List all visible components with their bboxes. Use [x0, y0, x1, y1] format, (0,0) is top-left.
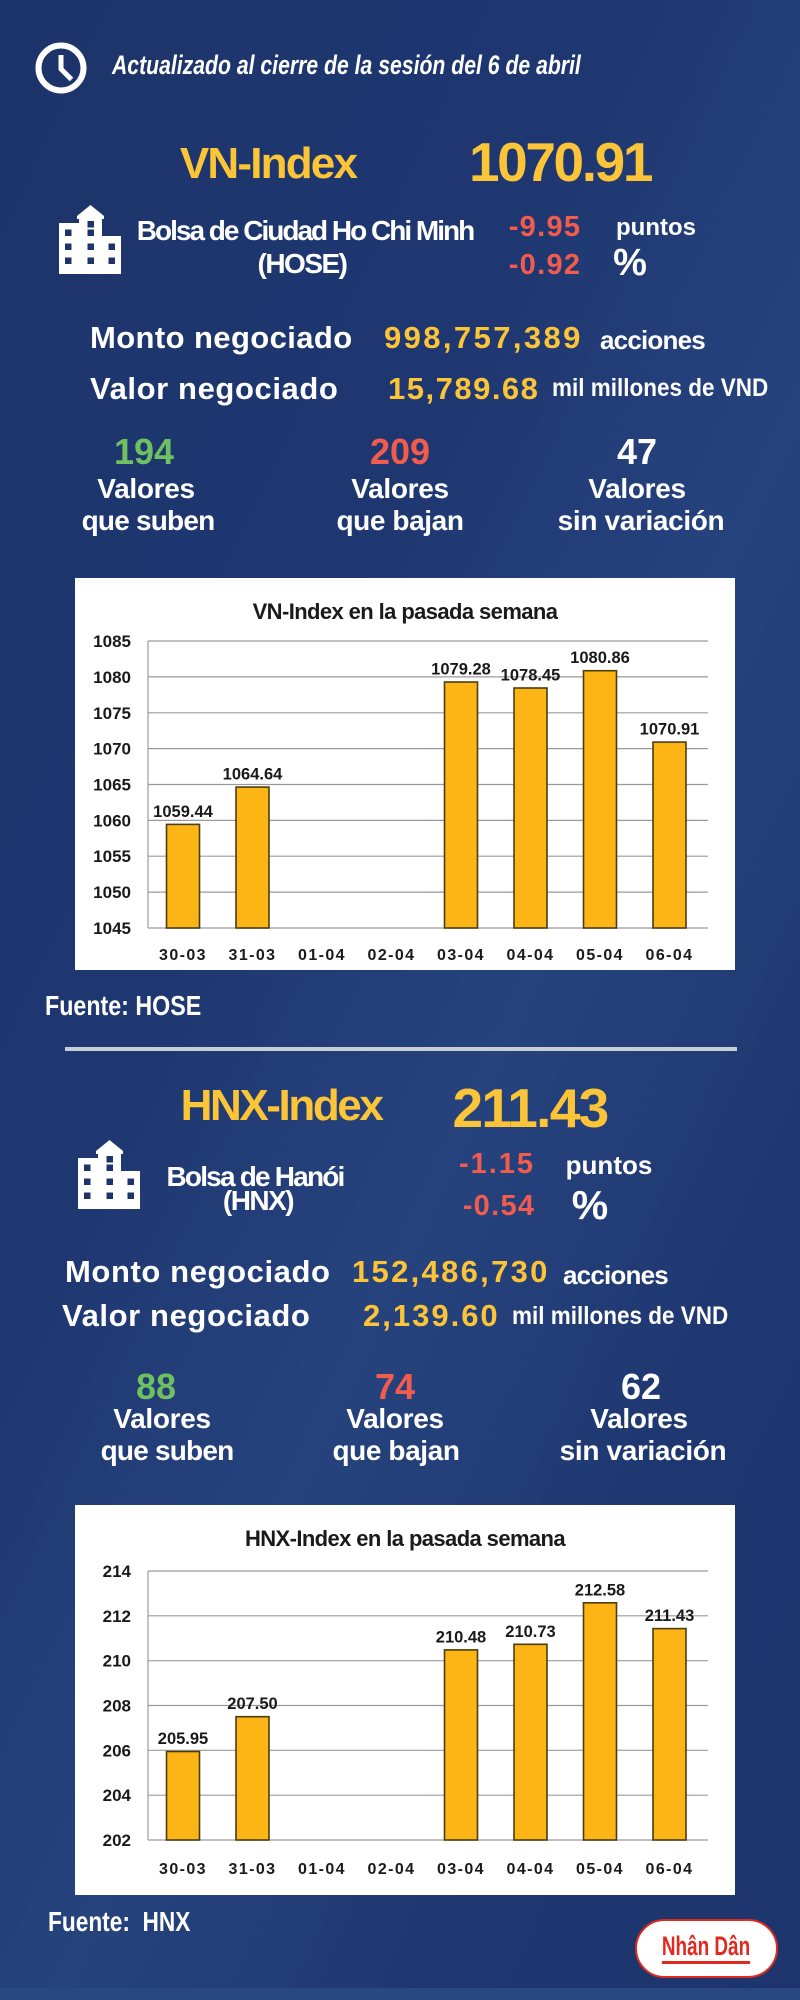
svg-text:210: 210: [103, 1652, 131, 1671]
svg-text:205.95: 205.95: [158, 1730, 208, 1748]
svg-text:207.50: 207.50: [227, 1695, 277, 1713]
svg-text:210.48: 210.48: [436, 1628, 486, 1646]
svg-text:02-04: 02-04: [368, 947, 416, 964]
svg-text:202: 202: [103, 1831, 131, 1850]
svg-text:HNX-Index en la pasada semana: HNX-Index en la pasada semana: [245, 1526, 566, 1551]
svg-text:VN-Index en la pasada semana: VN-Index en la pasada semana: [253, 599, 559, 624]
svg-text:1085: 1085: [93, 632, 131, 651]
svg-text:1070: 1070: [93, 740, 131, 759]
svg-text:04-04: 04-04: [507, 1861, 555, 1878]
svg-text:1065: 1065: [93, 776, 131, 795]
svg-text:206: 206: [103, 1741, 131, 1760]
svg-text:06-04: 06-04: [646, 947, 694, 964]
svg-text:1080: 1080: [93, 668, 131, 687]
svg-text:1064.64: 1064.64: [223, 766, 283, 784]
svg-text:01-04: 01-04: [298, 1861, 346, 1878]
svg-text:03-04: 03-04: [437, 947, 485, 964]
svg-text:210.73: 210.73: [505, 1623, 555, 1641]
svg-text:1060: 1060: [93, 811, 131, 830]
svg-text:1059.44: 1059.44: [153, 803, 213, 821]
svg-text:05-04: 05-04: [576, 947, 624, 964]
svg-text:31-03: 31-03: [229, 947, 277, 964]
svg-text:214: 214: [103, 1562, 132, 1581]
svg-text:1079.28: 1079.28: [431, 661, 491, 679]
svg-text:06-04: 06-04: [646, 1861, 694, 1878]
svg-text:30-03: 30-03: [159, 947, 207, 964]
svg-text:211.43: 211.43: [645, 1607, 695, 1625]
svg-text:1055: 1055: [93, 847, 131, 866]
svg-text:01-04: 01-04: [298, 947, 346, 964]
svg-text:212.58: 212.58: [575, 1581, 625, 1599]
svg-text:02-04: 02-04: [368, 1861, 416, 1878]
svg-text:1050: 1050: [93, 883, 131, 902]
svg-text:1075: 1075: [93, 704, 131, 723]
svg-text:04-04: 04-04: [507, 947, 555, 964]
svg-text:03-04: 03-04: [437, 1861, 485, 1878]
svg-text:212: 212: [103, 1607, 131, 1626]
svg-text:204: 204: [103, 1786, 132, 1805]
svg-text:1070.91: 1070.91: [640, 721, 700, 739]
svg-text:31-03: 31-03: [229, 1861, 277, 1878]
svg-text:1045: 1045: [93, 919, 131, 938]
svg-text:1080.86: 1080.86: [570, 649, 630, 667]
svg-text:208: 208: [103, 1697, 131, 1716]
svg-text:30-03: 30-03: [159, 1861, 207, 1878]
svg-text:1078.45: 1078.45: [501, 667, 561, 685]
svg-text:05-04: 05-04: [576, 1861, 624, 1878]
